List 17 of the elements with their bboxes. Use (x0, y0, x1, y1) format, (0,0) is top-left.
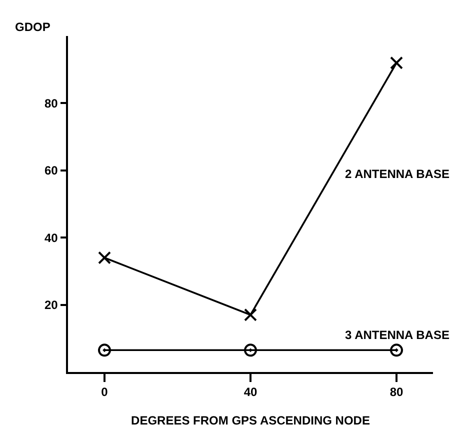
point (390, 344, 403, 357)
y-tick-label: 40 (44, 230, 58, 245)
point (390, 56, 403, 70)
point (244, 344, 257, 357)
series-label: 2 ANTENNA BASE (345, 167, 450, 181)
point (98, 251, 111, 264)
x-tick-label: 40 (244, 385, 258, 400)
x-tick-label: 80 (390, 385, 404, 400)
series-label: 3 ANTENNA BASE (345, 328, 450, 342)
y-tick-label: 20 (44, 298, 58, 312)
point (98, 344, 111, 357)
point (244, 308, 257, 322)
y-tick-label: 60 (44, 164, 58, 178)
x-axis-title: DEGREES FROM GPS ASCENDING NODE (131, 414, 370, 428)
x-tick-label: 0 (101, 385, 108, 400)
y-tick-label: 80 (44, 96, 58, 110)
y-axis-title: GDOP (15, 20, 50, 34)
